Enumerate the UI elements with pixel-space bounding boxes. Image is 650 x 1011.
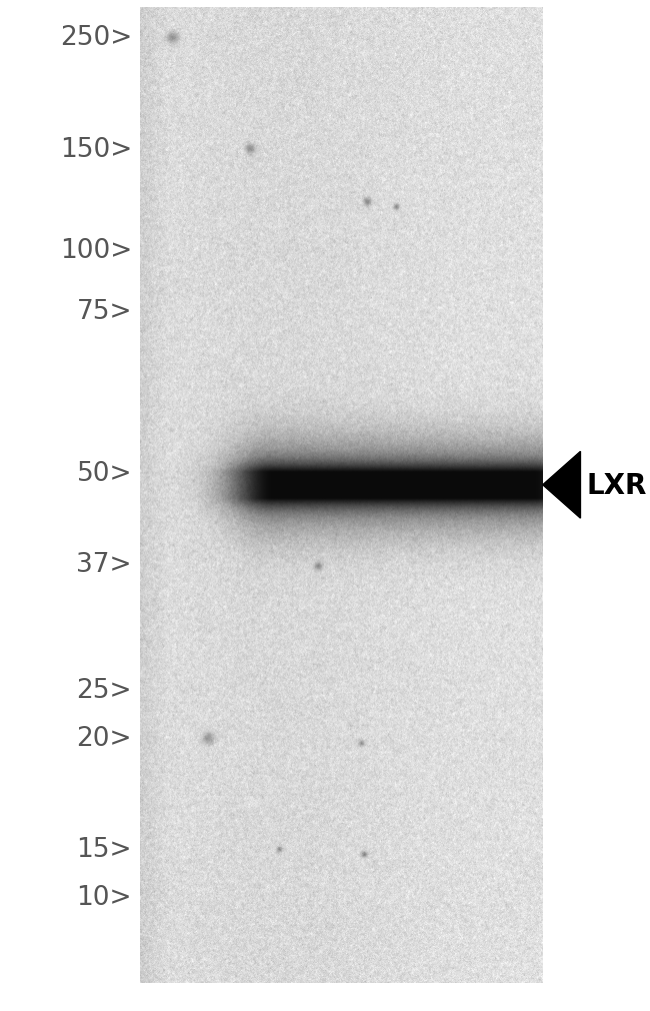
Polygon shape [543, 452, 580, 519]
Bar [0, 983, 650, 1011]
Text: 100>: 100> [60, 238, 132, 264]
Text: 250>: 250> [60, 25, 132, 52]
Bar [543, 0, 650, 1011]
Bar [0, 0, 650, 8]
Text: LXR: LXR [587, 471, 647, 499]
Text: 10>: 10> [77, 884, 132, 910]
Text: 37>: 37> [77, 551, 132, 577]
Text: 150>: 150> [60, 136, 132, 163]
Bar [0, 0, 140, 1011]
Text: 50>: 50> [77, 460, 132, 486]
Text: 25>: 25> [77, 677, 132, 704]
Text: 15>: 15> [77, 836, 132, 862]
Text: 75>: 75> [77, 298, 132, 325]
Text: 20>: 20> [77, 725, 132, 751]
